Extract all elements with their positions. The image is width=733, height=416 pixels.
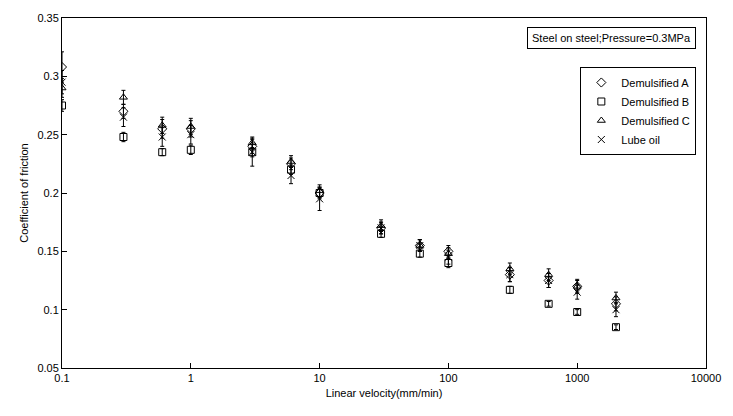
- svg-text:0.2: 0.2: [44, 187, 59, 199]
- svg-text:0.3: 0.3: [44, 70, 59, 82]
- svg-text:Demulsified B: Demulsified B: [621, 96, 689, 108]
- svg-text:1000: 1000: [565, 372, 589, 384]
- svg-text:Demulsified C: Demulsified C: [621, 115, 690, 127]
- svg-text:100: 100: [439, 372, 457, 384]
- svg-text:0.1: 0.1: [54, 372, 69, 384]
- svg-text:10000: 10000: [691, 372, 722, 384]
- svg-text:Lube oil: Lube oil: [621, 134, 660, 146]
- svg-text:0.35: 0.35: [37, 12, 58, 24]
- svg-text:0.25: 0.25: [37, 129, 58, 141]
- svg-text:Linear velocity(mm/min): Linear velocity(mm/min): [326, 387, 443, 399]
- svg-text:Coefficient of friction: Coefficient of friction: [18, 143, 30, 242]
- svg-text:Demulsified A: Demulsified A: [621, 77, 689, 89]
- svg-text:0.1: 0.1: [44, 304, 59, 316]
- svg-text:Steel on steel;Pressure=0.3MPa: Steel on steel;Pressure=0.3MPa: [532, 32, 691, 44]
- svg-text:1: 1: [188, 372, 194, 384]
- svg-text:0.05: 0.05: [37, 362, 58, 374]
- svg-text:0.15: 0.15: [37, 245, 58, 257]
- svg-text:10: 10: [313, 372, 325, 384]
